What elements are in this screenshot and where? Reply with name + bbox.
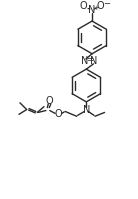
Text: N: N (90, 57, 98, 66)
Text: O: O (55, 109, 62, 119)
Text: N: N (88, 5, 96, 16)
Text: −: − (103, 0, 110, 8)
Text: O: O (97, 1, 105, 11)
Text: =: = (86, 56, 93, 64)
Text: +: + (93, 5, 99, 11)
Text: N: N (81, 57, 88, 66)
Text: O: O (46, 96, 54, 106)
Text: N: N (83, 104, 90, 115)
Text: O: O (80, 1, 87, 11)
